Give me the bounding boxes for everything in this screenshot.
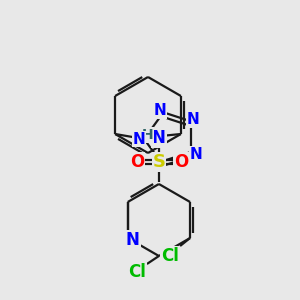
Text: S: S [152,153,165,171]
Text: N: N [152,129,166,147]
Text: N: N [190,147,203,162]
Text: N: N [133,131,146,146]
Text: O: O [130,153,144,171]
Text: N: N [126,231,140,249]
Text: H: H [142,128,154,142]
Text: N: N [154,103,166,118]
Text: O: O [174,153,188,171]
Text: N: N [187,112,200,127]
Text: Cl: Cl [161,247,179,265]
Text: Cl: Cl [128,263,146,281]
